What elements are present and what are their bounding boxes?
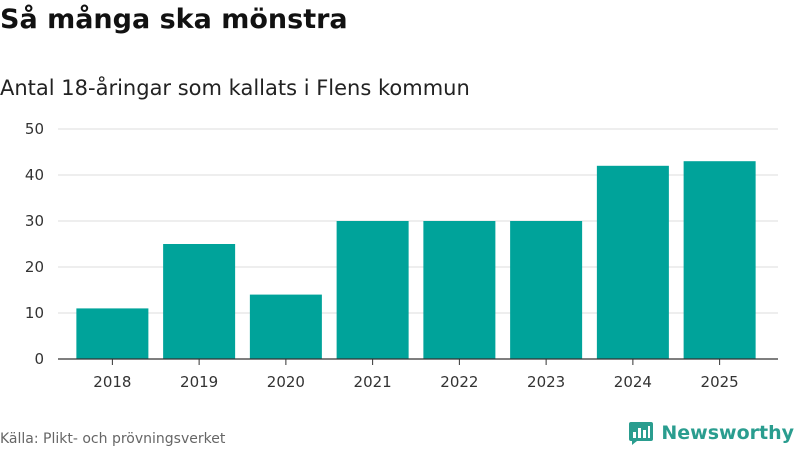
bar-2019[interactable] xyxy=(163,244,236,359)
x-tick-label: 2021 xyxy=(354,373,392,391)
x-tick-label: 2020 xyxy=(267,373,305,391)
tick-labels: 0 10 20 30 40 50 2018 2019 2020 2021 2022 2023 2024 2… xyxy=(25,120,739,391)
x-tick-label: 2025 xyxy=(701,373,739,391)
y-tick-label: 20 xyxy=(25,258,44,276)
brand-name: Newsworthy xyxy=(661,422,794,444)
bar-2020[interactable] xyxy=(249,294,322,359)
x-tick-label: 2024 xyxy=(614,373,652,391)
x-tick-label: 2022 xyxy=(440,373,478,391)
y-tick-label: 10 xyxy=(25,304,44,322)
bar-2018[interactable] xyxy=(76,308,149,359)
brand-logo[interactable]: Newsworthy xyxy=(628,420,794,446)
bar-2025[interactable] xyxy=(683,161,756,359)
y-tick-label: 40 xyxy=(25,166,44,184)
x-tick-label: 2023 xyxy=(527,373,565,391)
newsworthy-logo-icon xyxy=(629,422,654,445)
x-tick-label: 2019 xyxy=(180,373,218,391)
bar-2023[interactable] xyxy=(510,221,583,359)
source-note: Källa: Plikt- och prövningsverket xyxy=(0,431,226,447)
axes xyxy=(58,358,778,365)
bar-2022[interactable] xyxy=(423,221,496,359)
bar-2024[interactable] xyxy=(596,165,669,359)
bars xyxy=(76,161,756,359)
chart-subtitle: Antal 18-åringar som kallats i Flens kom… xyxy=(0,76,470,100)
x-tick-label: 2018 xyxy=(93,373,131,391)
y-tick-label: 0 xyxy=(34,350,44,368)
y-tick-label: 30 xyxy=(25,212,44,230)
y-tick-label: 50 xyxy=(25,120,44,138)
chart-title: Så många ska mönstra xyxy=(0,4,348,35)
bar-2021[interactable] xyxy=(336,221,409,359)
